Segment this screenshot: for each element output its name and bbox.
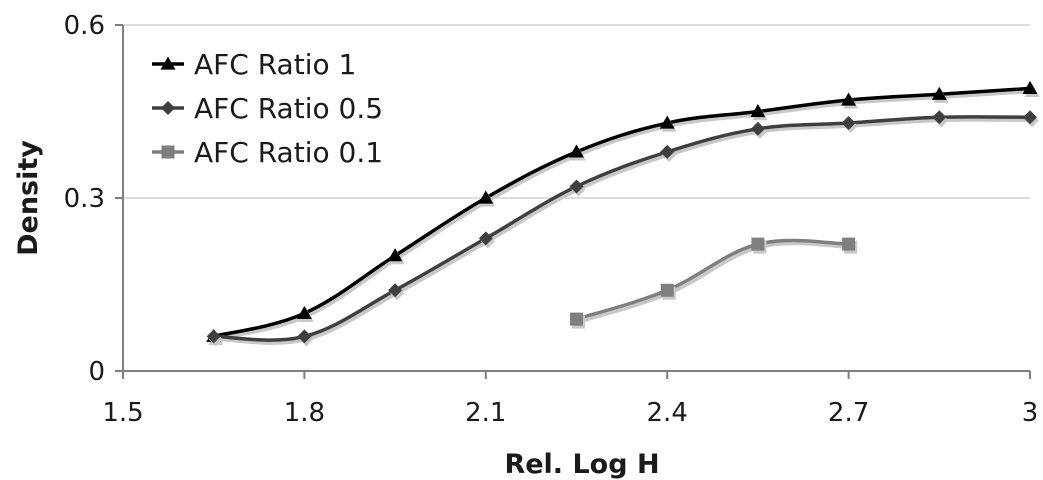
axes (115, 24, 1031, 379)
legend-label: AFC Ratio 1 (194, 48, 356, 81)
legend-label: AFC Ratio 0.1 (194, 136, 383, 169)
legend: AFC Ratio 1 AFC Ratio 0.5 AFC Ratio 0.1 (152, 48, 383, 169)
data-point-diamond (297, 329, 312, 344)
series-group (206, 80, 1040, 347)
y-tick-label: 0.6 (64, 11, 105, 41)
data-point-diamond (206, 329, 221, 344)
grid (123, 24, 1030, 199)
x-tick-label: 2.7 (828, 398, 869, 428)
legend-marker-diamond (161, 101, 175, 115)
x-tick-label: 2.4 (647, 398, 688, 428)
data-point-diamond (388, 283, 403, 298)
legend-label: AFC Ratio 0.5 (194, 92, 383, 125)
y-tick-label: 0 (88, 357, 105, 387)
series-line-diamond (211, 115, 1032, 342)
data-point-triangle (569, 144, 584, 158)
x-tick-label: 2.1 (465, 398, 506, 428)
data-point-triangle (296, 305, 312, 319)
x-tick-label: 1.8 (284, 398, 325, 428)
series-line-square (574, 238, 851, 321)
x-axis-title: Rel. Log H (504, 449, 659, 480)
series-line-shadow (576, 241, 853, 324)
data-point-square (751, 237, 765, 251)
data-point-triangle (387, 248, 403, 262)
data-point-square (570, 312, 583, 326)
data-point-diamond (660, 144, 675, 159)
data-point-diamond (841, 116, 856, 131)
data-point-triangle (841, 92, 857, 106)
data-point-square (842, 237, 856, 251)
x-tick-label: 1.5 (102, 398, 143, 428)
tick-labels: 0 0.3 0.6 1.5 1.8 2.1 2.4 2.7 3 (64, 11, 1039, 428)
data-point-triangle (1022, 80, 1038, 95)
data-point-triangle (750, 104, 766, 118)
data-point-square (660, 283, 674, 297)
data-point-diamond (750, 121, 765, 136)
data-point-triangle (931, 86, 947, 100)
y-axis-title: Density (13, 140, 44, 256)
data-point-triangle (659, 115, 675, 129)
data-point-diamond (932, 110, 947, 125)
y-tick-label: 0.3 (64, 184, 105, 214)
series-line-shadow (213, 89, 1034, 342)
data-point-triangle (478, 190, 494, 204)
x-tick-label: 3 (1022, 398, 1039, 428)
series-line-triangle (211, 86, 1032, 339)
legend-marker-square (161, 145, 175, 159)
data-point-diamond (1023, 110, 1037, 125)
series-line-shadow (213, 118, 1034, 345)
data-point-diamond (478, 231, 493, 246)
legend-marker-triangle (160, 56, 176, 70)
data-point-diamond (569, 179, 584, 194)
